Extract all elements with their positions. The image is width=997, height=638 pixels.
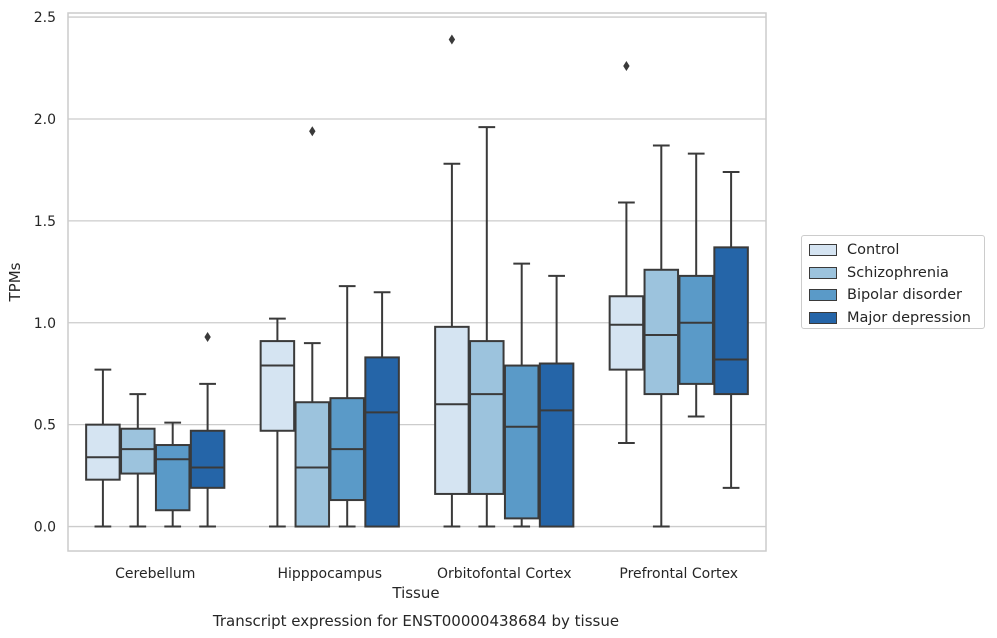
box-schizophrenia (294, 126, 331, 528)
legend-label: Major depression (847, 309, 971, 326)
legend-item: Bipolar disorder (809, 284, 984, 307)
box-iqr (469, 340, 505, 495)
box-bipolar-disorder (503, 262, 540, 528)
box-iqr (189, 429, 226, 489)
y-tick-labels: 0.0 0.5 1.0 1.5 2.0 2.5 (34, 10, 56, 535)
y-tick-label: 0.0 (34, 520, 56, 536)
box-iqr (364, 356, 400, 528)
box-control (85, 368, 121, 528)
box-series (85, 34, 749, 528)
box-iqr (259, 340, 296, 432)
y-tick-label: 2.5 (34, 10, 56, 26)
y-tick-label: 1.5 (34, 214, 56, 230)
legend-swatch-major-depression (809, 311, 837, 324)
box-iqr (643, 268, 680, 396)
box-bipolar-disorder (154, 421, 191, 528)
x-axis-label: Tissue (391, 584, 439, 602)
x-tick-labels: Cerebellum Hipppocampus Orbitofontal Corte… (115, 566, 738, 582)
box-control (259, 317, 296, 528)
x-tick-label: Prefrontal Cortex (619, 566, 738, 582)
chart-title: Transcript expression for ENST0000043868… (212, 612, 619, 630)
y-tick-label: 0.5 (34, 418, 56, 434)
legend-label: Control (847, 242, 900, 259)
y-axis-label: TPMs (6, 262, 24, 302)
legend-item: Major depression (809, 307, 984, 330)
y-tick-label: 1.0 (34, 316, 56, 332)
legend-label: Bipolar disorder (847, 287, 962, 304)
outlier-point (623, 60, 630, 71)
outlier-point (448, 34, 456, 45)
box-schizophrenia (643, 144, 680, 528)
y-tick-label: 2.0 (34, 112, 56, 128)
x-tick-label: Orbitofontal Cortex (437, 566, 572, 582)
box-bipolar-disorder (678, 152, 714, 418)
outlier-point (309, 126, 316, 137)
box-major-depression (189, 332, 226, 528)
box-schizophrenia (120, 393, 156, 528)
box-iqr (678, 274, 714, 385)
box-iqr (85, 423, 121, 481)
box-iqr (608, 295, 645, 371)
box-major-depression (364, 291, 400, 528)
x-tick-label: Cerebellum (115, 566, 195, 582)
x-tick-label: Hipppocampus (277, 566, 382, 582)
y-gridlines (68, 16, 766, 528)
box-iqr (713, 246, 749, 396)
box-iqr (294, 401, 331, 528)
legend-label: Schizophrenia (847, 264, 949, 281)
legend-item: Schizophrenia (809, 262, 984, 285)
box-bipolar-disorder (329, 285, 365, 528)
legend: Control Schizophrenia Bipolar disorder M… (801, 235, 985, 329)
box-iqr (503, 364, 540, 520)
box-iqr (154, 444, 191, 512)
legend-swatch-control (809, 244, 837, 257)
legend-swatch-bipolar-disorder (809, 289, 837, 302)
box-major-depression (713, 170, 749, 489)
box-iqr (538, 362, 575, 528)
outlier-point (204, 332, 211, 343)
box-control (608, 60, 645, 444)
legend-swatch-schizophrenia (809, 266, 837, 279)
box-iqr (120, 427, 156, 475)
box-major-depression (538, 274, 575, 528)
box-schizophrenia (469, 126, 505, 528)
box-control (434, 34, 470, 528)
legend-item: Control (809, 239, 984, 262)
box-iqr (434, 325, 470, 495)
